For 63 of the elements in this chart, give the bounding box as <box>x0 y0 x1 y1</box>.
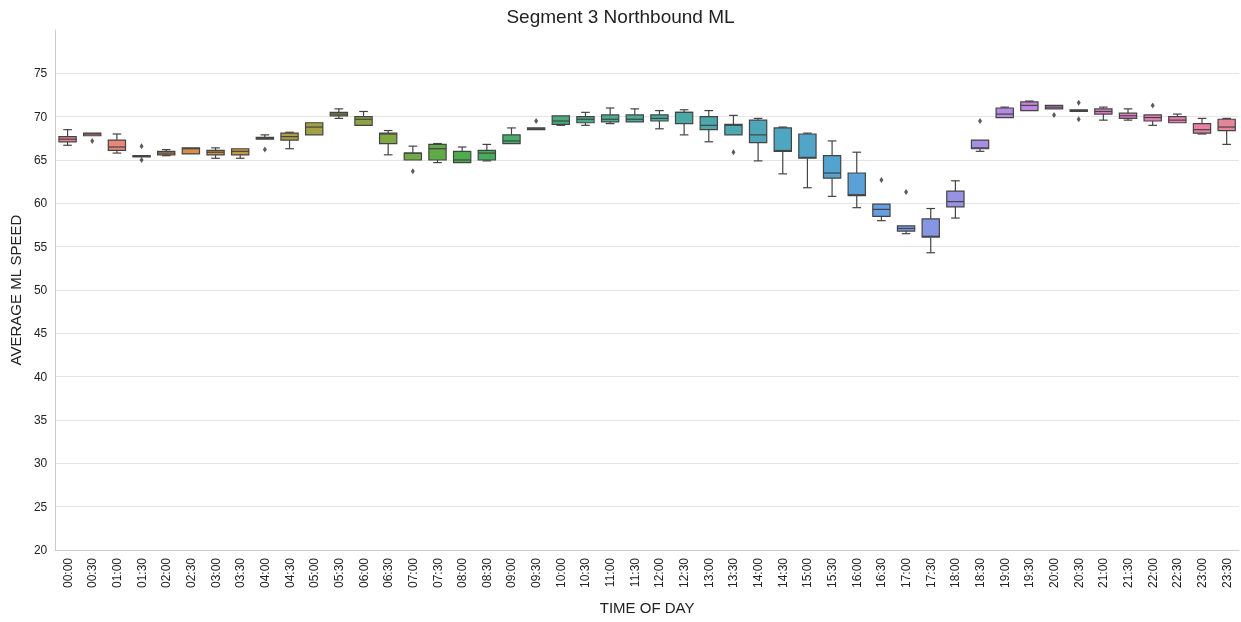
x-tick-label: 04:30 <box>282 557 297 589</box>
y-tick-label: 55 <box>33 239 48 254</box>
y-tick-label: 25 <box>33 499 48 514</box>
x-tick-label: 21:00 <box>1096 557 1111 589</box>
x-tick-label: 10:30 <box>578 557 593 589</box>
x-tick-label: 18:30 <box>973 557 988 589</box>
x-tick-label: 13:00 <box>701 557 716 589</box>
x-tick-label: 23:00 <box>1195 557 1210 589</box>
x-tick-label: 20:00 <box>1047 557 1062 589</box>
x-tick-label: 01:00 <box>109 557 124 589</box>
y-tick-label: 60 <box>33 196 48 211</box>
x-tick-label: 08:00 <box>455 557 470 589</box>
x-tick-label: 22:00 <box>1145 557 1160 589</box>
x-axis-title: TIME OF DAY <box>599 599 695 616</box>
y-tick-label: 50 <box>33 283 48 297</box>
x-tick-label: 04:00 <box>257 557 272 589</box>
x-tick-label: 14:30 <box>775 557 790 589</box>
x-tick-label: 06:00 <box>356 557 371 589</box>
x-tick-label: 17:30 <box>923 557 938 589</box>
x-tick-label: 15:00 <box>800 557 815 589</box>
x-tick-label: 12:30 <box>677 557 692 589</box>
x-tick-label: 09:00 <box>504 557 519 589</box>
chart-title: Segment 3 Northbound ML <box>506 6 735 27</box>
x-tick-label: 16:00 <box>849 557 864 589</box>
x-tick-label: 15:30 <box>825 557 840 589</box>
x-tick-label: 13:30 <box>726 557 741 589</box>
y-tick-label: 20 <box>33 543 48 557</box>
y-tick-label: 40 <box>33 369 48 384</box>
x-tick-label: 00:30 <box>85 557 100 589</box>
x-tick-label: 08:30 <box>479 557 494 589</box>
y-tick-label: 30 <box>33 456 48 471</box>
x-tick-label: 07:30 <box>430 557 445 589</box>
x-tick-label: 20:30 <box>1071 557 1086 589</box>
x-tick-label: 01:30 <box>134 557 149 589</box>
x-tick-label: 14:00 <box>751 557 766 589</box>
x-tick-label: 16:30 <box>874 557 889 589</box>
x-tick-label: 22:30 <box>1170 557 1185 589</box>
y-tick-label: 35 <box>33 413 48 427</box>
x-tick-label: 18:00 <box>948 557 963 589</box>
x-tick-label: 05:30 <box>331 557 346 589</box>
x-tick-label: 00:00 <box>60 557 75 589</box>
x-tick-label: 06:30 <box>381 557 396 589</box>
x-tick-label: 11:30 <box>627 557 642 588</box>
x-tick-label: 05:00 <box>307 557 322 589</box>
y-tick-label: 45 <box>33 326 48 341</box>
x-tick-label: 17:00 <box>899 557 914 589</box>
y-tick-label: 75 <box>33 66 48 81</box>
x-tick-label: 12:00 <box>652 557 667 589</box>
x-tick-label: 19:30 <box>1022 557 1037 589</box>
y-axis-title: AVERAGE ML SPEED <box>7 214 24 366</box>
x-tick-label: 03:00 <box>208 557 223 589</box>
x-tick-label: 03:30 <box>233 557 248 589</box>
x-tick-label: 09:30 <box>529 557 544 589</box>
x-tick-label: 02:30 <box>183 557 198 589</box>
x-tick-label: 21:30 <box>1121 557 1136 589</box>
x-tick-label: 11:00 <box>603 557 618 588</box>
x-tick-label: 07:00 <box>405 557 420 589</box>
x-tick-label: 19:00 <box>997 557 1012 589</box>
x-tick-label: 10:00 <box>553 557 568 589</box>
x-tick-label: 23:30 <box>1219 557 1234 589</box>
y-tick-label: 65 <box>33 153 48 167</box>
y-tick-label: 70 <box>33 109 48 124</box>
x-tick-label: 02:00 <box>159 557 174 589</box>
